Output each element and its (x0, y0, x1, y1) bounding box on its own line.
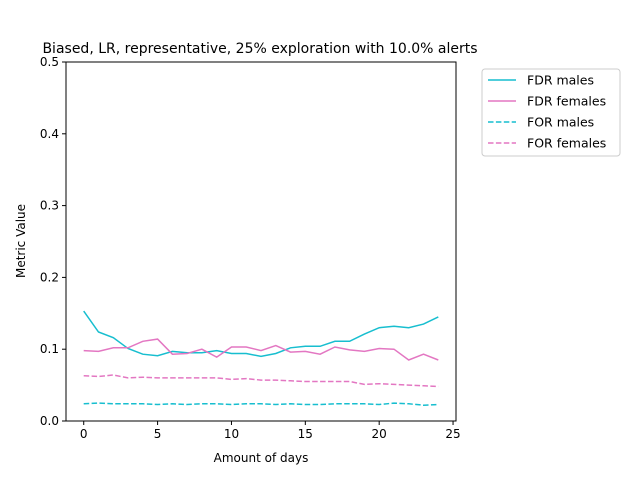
plot-area (65, 61, 457, 422)
y-axis-ticks: 0.0 0.1 0.2 0.3 0.4 0.5 (40, 55, 66, 428)
x-tick-label: 15 (298, 427, 313, 441)
y-tick-label: 0.4 (40, 127, 59, 141)
y-tick-label: 0.5 (40, 55, 59, 69)
legend-label: FDR males (527, 73, 594, 88)
series-line-fdr-females (83, 338, 439, 361)
legend-label: FDR females (527, 94, 606, 109)
legend-label: FOR males (527, 115, 594, 130)
legend: FDR males FDR females FOR males FOR females (481, 68, 621, 157)
x-axis-ticks: 0 5 10 15 20 25 (80, 421, 461, 441)
x-tick-label: 0 (80, 427, 88, 441)
y-axis-label: Metric Value (14, 204, 28, 278)
x-tick-label: 10 (224, 427, 239, 441)
series-lines (83, 310, 439, 406)
series-line-for-males (83, 402, 439, 406)
series-line-for-females (83, 374, 439, 388)
y-tick-label: 0.0 (40, 414, 59, 428)
y-tick-label: 0.2 (40, 270, 59, 284)
x-tick-label: 5 (154, 427, 162, 441)
chart-title: Biased, LR, representative, 25% explorat… (42, 41, 477, 57)
x-axis-label: Amount of days (214, 451, 309, 465)
x-tick-label: 20 (372, 427, 387, 441)
y-tick-label: 0.3 (40, 199, 59, 213)
plot-frame (65, 61, 457, 422)
x-tick-label: 25 (445, 427, 460, 441)
legend-frame (481, 68, 621, 157)
y-tick-label: 0.1 (40, 342, 59, 356)
series-line-fdr-males (83, 310, 439, 358)
legend-label: FOR females (527, 136, 606, 151)
